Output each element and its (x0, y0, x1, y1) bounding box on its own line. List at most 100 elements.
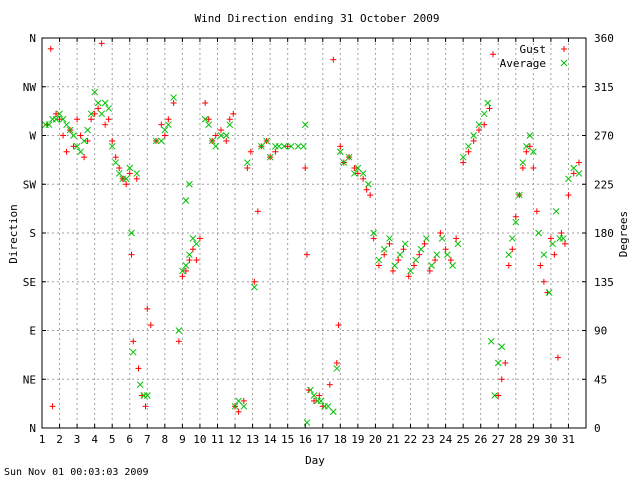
y-tick-label-left: N (29, 32, 36, 45)
average-point (280, 142, 288, 150)
average-point (324, 402, 332, 410)
x-tick-label: 31 (562, 433, 575, 446)
average-point (526, 132, 534, 139)
average-point (157, 137, 165, 145)
average-point (340, 159, 348, 166)
y-axis-title-right: Degrees (617, 211, 630, 257)
gust-point (533, 208, 540, 215)
x-tick-label: 5 (109, 433, 116, 446)
gust-point (453, 235, 460, 242)
gust-point (84, 137, 91, 144)
average-point (59, 115, 67, 123)
gust-point (395, 257, 402, 264)
average-point (333, 365, 341, 372)
average-point (549, 240, 557, 248)
gust-point (102, 121, 109, 128)
x-tick-label: 17 (316, 433, 329, 446)
series-average (42, 88, 583, 426)
gust-point (186, 257, 193, 264)
average-point (87, 110, 95, 118)
average-point (105, 105, 113, 112)
average-point (307, 386, 314, 394)
average-point (515, 191, 523, 199)
gust-point (316, 392, 323, 399)
x-tick-label: 23 (421, 433, 434, 446)
average-point (164, 121, 172, 129)
gust-point (530, 165, 537, 171)
gust-point (56, 116, 63, 123)
gust-point (354, 170, 361, 177)
gust-point (240, 397, 247, 404)
y-tick-label-left: NE (23, 373, 36, 386)
average-point (226, 121, 234, 129)
x-tick-label: 13 (246, 433, 259, 446)
gust-point (470, 137, 477, 144)
gust-point (558, 230, 565, 236)
average-point (329, 408, 337, 416)
gust-point (95, 105, 102, 112)
x-tick-label: 19 (351, 433, 364, 446)
x-axis-title: Day (305, 454, 325, 467)
average-point (317, 397, 325, 405)
average-point (94, 99, 102, 107)
x-tick-label: 15 (281, 433, 294, 446)
average-point (201, 115, 209, 123)
average-point (422, 235, 430, 242)
average-point (126, 164, 134, 172)
average-point (428, 262, 435, 269)
gust-point (335, 322, 342, 329)
average-point (444, 251, 451, 259)
average-point (205, 121, 213, 129)
y-tick-label-left: N (29, 422, 36, 435)
gust-point (105, 116, 112, 123)
y-tick-label-right: 360 (594, 32, 614, 45)
gust-point (311, 397, 317, 404)
gust-point (437, 230, 444, 236)
x-tick-label: 3 (74, 433, 81, 446)
x-tick-label: 10 (193, 433, 206, 446)
gust-point (561, 240, 568, 247)
y-tick-label-left: E (29, 325, 36, 338)
gust-point (202, 100, 209, 106)
average-point (108, 142, 116, 150)
average-point (449, 262, 456, 269)
average-point (56, 110, 63, 118)
gust-point (88, 116, 95, 123)
x-tick-label: 18 (334, 433, 347, 446)
gust-point (60, 132, 67, 139)
gust-point (135, 365, 142, 372)
average-point (396, 251, 404, 259)
gust-point (126, 170, 133, 177)
average-point (161, 126, 169, 134)
average-point (565, 175, 572, 183)
y-tick-label-left: SE (23, 276, 36, 289)
gust-point (512, 213, 519, 220)
gust-point (230, 110, 237, 117)
average-point (407, 267, 414, 275)
average-point (375, 256, 383, 264)
x-tick-label: 28 (509, 433, 522, 446)
average-point (266, 153, 274, 161)
average-point (487, 337, 495, 345)
gust-point (254, 208, 261, 215)
gust-point (502, 360, 509, 366)
x-tick-label: 25 (457, 433, 470, 446)
average-point (275, 142, 283, 150)
gust-point (337, 143, 344, 150)
average-point (519, 159, 527, 166)
gust-point (370, 235, 377, 242)
y-tick-label-right: 45 (594, 373, 607, 386)
gust-point (77, 132, 84, 139)
average-point (243, 159, 251, 166)
average-point (258, 142, 265, 150)
average-point (365, 180, 372, 188)
legend-marker (561, 46, 567, 52)
average-point (465, 142, 472, 150)
average-point (122, 175, 130, 183)
axis-ticks: 1 2 3 4 5 6 7 8 9 10 11 12 13 14 15 16 17 18 19 20 21 22 23 24 2… (23, 32, 614, 446)
gust-point (351, 165, 358, 171)
average-point (454, 240, 462, 248)
gust-point (302, 165, 309, 171)
gust-point (235, 408, 242, 415)
